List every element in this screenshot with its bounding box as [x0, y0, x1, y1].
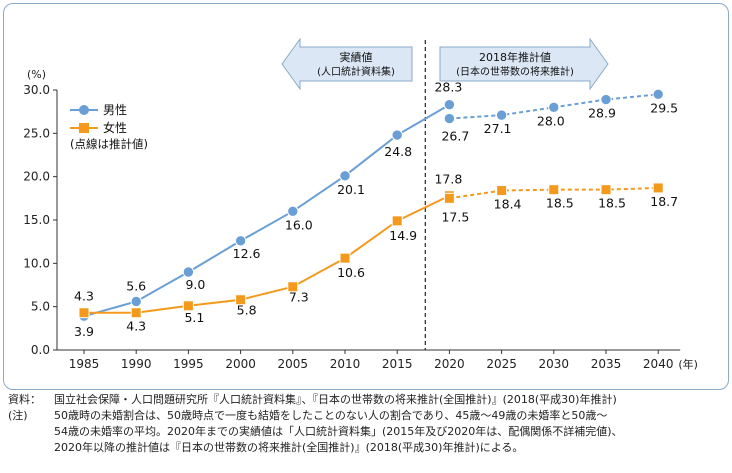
male-data-point: [287, 205, 299, 218]
female-data-label: 4.3: [74, 289, 94, 304]
y-tick-label: 10.0: [23, 256, 50, 270]
y-tick-label: 20.0: [23, 170, 50, 184]
female-data-point: [339, 252, 351, 264]
source-label: 資料：: [8, 393, 41, 406]
note-line-1: (注) 50歳時の未婚割合は、50歳時点で一度も結婚をしたことのない人の割合であり…: [8, 408, 728, 424]
source-line: 資料： 国立社会保障・人口問題研究所『人口統計資料集』、『日本の世帯数の将来推計(…: [8, 392, 728, 408]
male-data-label: 29.5: [650, 100, 678, 115]
female-data-point: [496, 185, 508, 197]
female-data-label: 5.8: [237, 303, 257, 318]
female-data-label: 18.5: [598, 196, 626, 211]
male-series-line: [83, 103, 450, 318]
female-data-label: 17.8: [434, 172, 462, 187]
y-unit-label: (%): [27, 68, 46, 81]
line-chart: 0.0 5.0 10.0 15.0 20.0 25.0 30.0 (%) 1985 1990 199…: [23, 37, 698, 371]
female-data-label: 18.5: [546, 196, 574, 211]
male-data-label: 24.8: [384, 144, 412, 159]
female-data-label: 14.9: [389, 228, 417, 243]
female-estimate-line: [449, 186, 659, 200]
note-line-2: 54歳の未婚率の平均。2020年までの実績値は「人口統計資料集」(2015年及び…: [8, 424, 728, 440]
female-data-point: [287, 281, 299, 293]
x-tick-label: 2000: [225, 357, 256, 371]
x-tick-label: 2030: [539, 357, 570, 371]
female-legend-marker: [79, 123, 89, 133]
actual-arrow-title: 実績値: [340, 50, 373, 64]
legend-note: (点線は推計値): [70, 137, 148, 151]
male-data-label: 16.0: [285, 217, 313, 232]
female-data-point: [78, 307, 90, 319]
x-tick-label: 2040: [643, 357, 674, 371]
estimate-arrow: [439, 37, 609, 91]
y-tick-label: 0.0: [31, 343, 50, 357]
male-data-point: [495, 109, 508, 121]
female-data-point: [235, 294, 247, 306]
female-data-point: [548, 184, 560, 196]
female-data-point: [182, 300, 194, 312]
x-tick-label: 2035: [591, 357, 622, 371]
x-tick-label: 2025: [486, 357, 517, 371]
female-data-label: 7.3: [289, 290, 309, 305]
x-tick-label: 1990: [121, 357, 152, 371]
female-series-line: [84, 194, 450, 314]
note-text-2: 54歳の未婚率の平均。2020年までの実績値は「人口統計資料集」(2015年及び…: [54, 425, 623, 438]
estimate-arrow-subtitle: (日本の世帯数の将来推計): [456, 65, 574, 78]
female-data-point: [600, 184, 612, 196]
male-data-label: 27.1: [484, 121, 512, 136]
x-tick-label: 2020: [434, 357, 465, 371]
x-tick-label: 2005: [278, 357, 309, 371]
chart-notes: 資料： 国立社会保障・人口問題研究所『人口統計資料集』、『日本の世帯数の将来推計(…: [8, 392, 728, 456]
y-tick-label: 5.0: [31, 300, 50, 314]
x-tick-label: 1995: [173, 357, 204, 371]
male-data-point: [600, 93, 612, 106]
male-data-label: 28.9: [588, 106, 616, 121]
male-data-point: [548, 101, 560, 114]
note-text-1: 50歳時の未婚割合は、50歳時点で一度も結婚をしたことのない人の割合であり、45…: [54, 409, 608, 422]
male-data-point: [652, 88, 664, 101]
male-data-point: [339, 170, 351, 182]
female-data-label: 10.6: [337, 265, 365, 280]
male-data-label: 20.1: [337, 182, 365, 197]
male-legend-marker: [79, 105, 89, 115]
male-data-point: [130, 295, 142, 308]
female-data-label: 5.1: [184, 310, 204, 325]
male-legend-label: 男性: [103, 103, 127, 117]
note-line-3: 2020年以降の推計値は『日本の世帯数の将来推計(全国推計)』(2018(平成3…: [8, 440, 728, 456]
male-data-point: [234, 235, 247, 247]
female-data-point: [652, 182, 664, 194]
note-label: (注): [8, 409, 28, 422]
male-data-label: 9.0: [185, 277, 205, 292]
y-tick-label: 25.0: [23, 126, 50, 140]
female-data-label: 17.5: [441, 209, 469, 224]
x-tick-label: 1985: [69, 357, 100, 371]
male-data-point: [443, 99, 456, 111]
male-data-point: [443, 112, 456, 125]
female-data-label: 18.7: [650, 194, 678, 209]
y-tick-label: 15.0: [23, 213, 50, 227]
female-data-label: 18.4: [494, 197, 522, 212]
note-text-3: 2020年以降の推計値は『日本の世帯数の将来推計(全国推計)』(2018(平成3…: [54, 441, 524, 454]
female-data-point: [391, 215, 403, 227]
source-text: 国立社会保障・人口問題研究所『人口統計資料集』、『日本の世帯数の将来推計(全国推…: [54, 393, 617, 406]
female-data-point: [443, 192, 455, 204]
male-data-label: 28.3: [434, 80, 462, 95]
y-tick-label: 30.0: [23, 83, 50, 97]
male-data-point: [391, 129, 403, 141]
female-legend-label: 女性: [103, 120, 127, 135]
male-data-label: 26.7: [441, 129, 469, 144]
male-data-label: 28.0: [537, 113, 565, 128]
female-data-label: 4.3: [126, 319, 146, 334]
male-data-label: 3.9: [74, 324, 94, 339]
x-tick-label: 2015: [382, 357, 413, 371]
x-tick-label: 2010: [330, 357, 361, 371]
female-data-point: [130, 307, 142, 319]
estimate-arrow-title: 2018年推計値: [479, 50, 551, 64]
actual-arrow: [281, 37, 413, 91]
male-data-point: [182, 266, 195, 278]
actual-arrow-subtitle: (人口統計資料集): [317, 65, 395, 78]
x-unit-label: (年): [678, 357, 698, 371]
male-data-label: 5.6: [126, 278, 146, 293]
male-data-label: 12.6: [233, 246, 261, 261]
